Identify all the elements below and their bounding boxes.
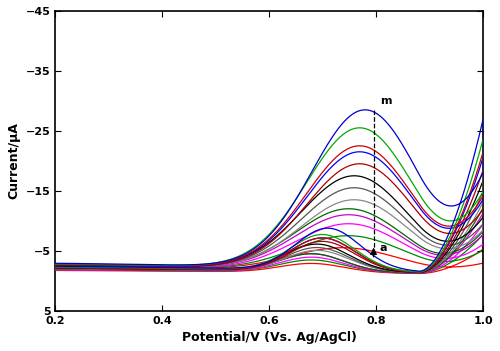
Text: m: m bbox=[380, 96, 392, 106]
Y-axis label: Current/μA: Current/μA bbox=[7, 122, 20, 199]
X-axis label: Potential/V (Vs. Ag/AgCl): Potential/V (Vs. Ag/AgCl) bbox=[182, 331, 356, 344]
Text: a: a bbox=[380, 243, 388, 253]
